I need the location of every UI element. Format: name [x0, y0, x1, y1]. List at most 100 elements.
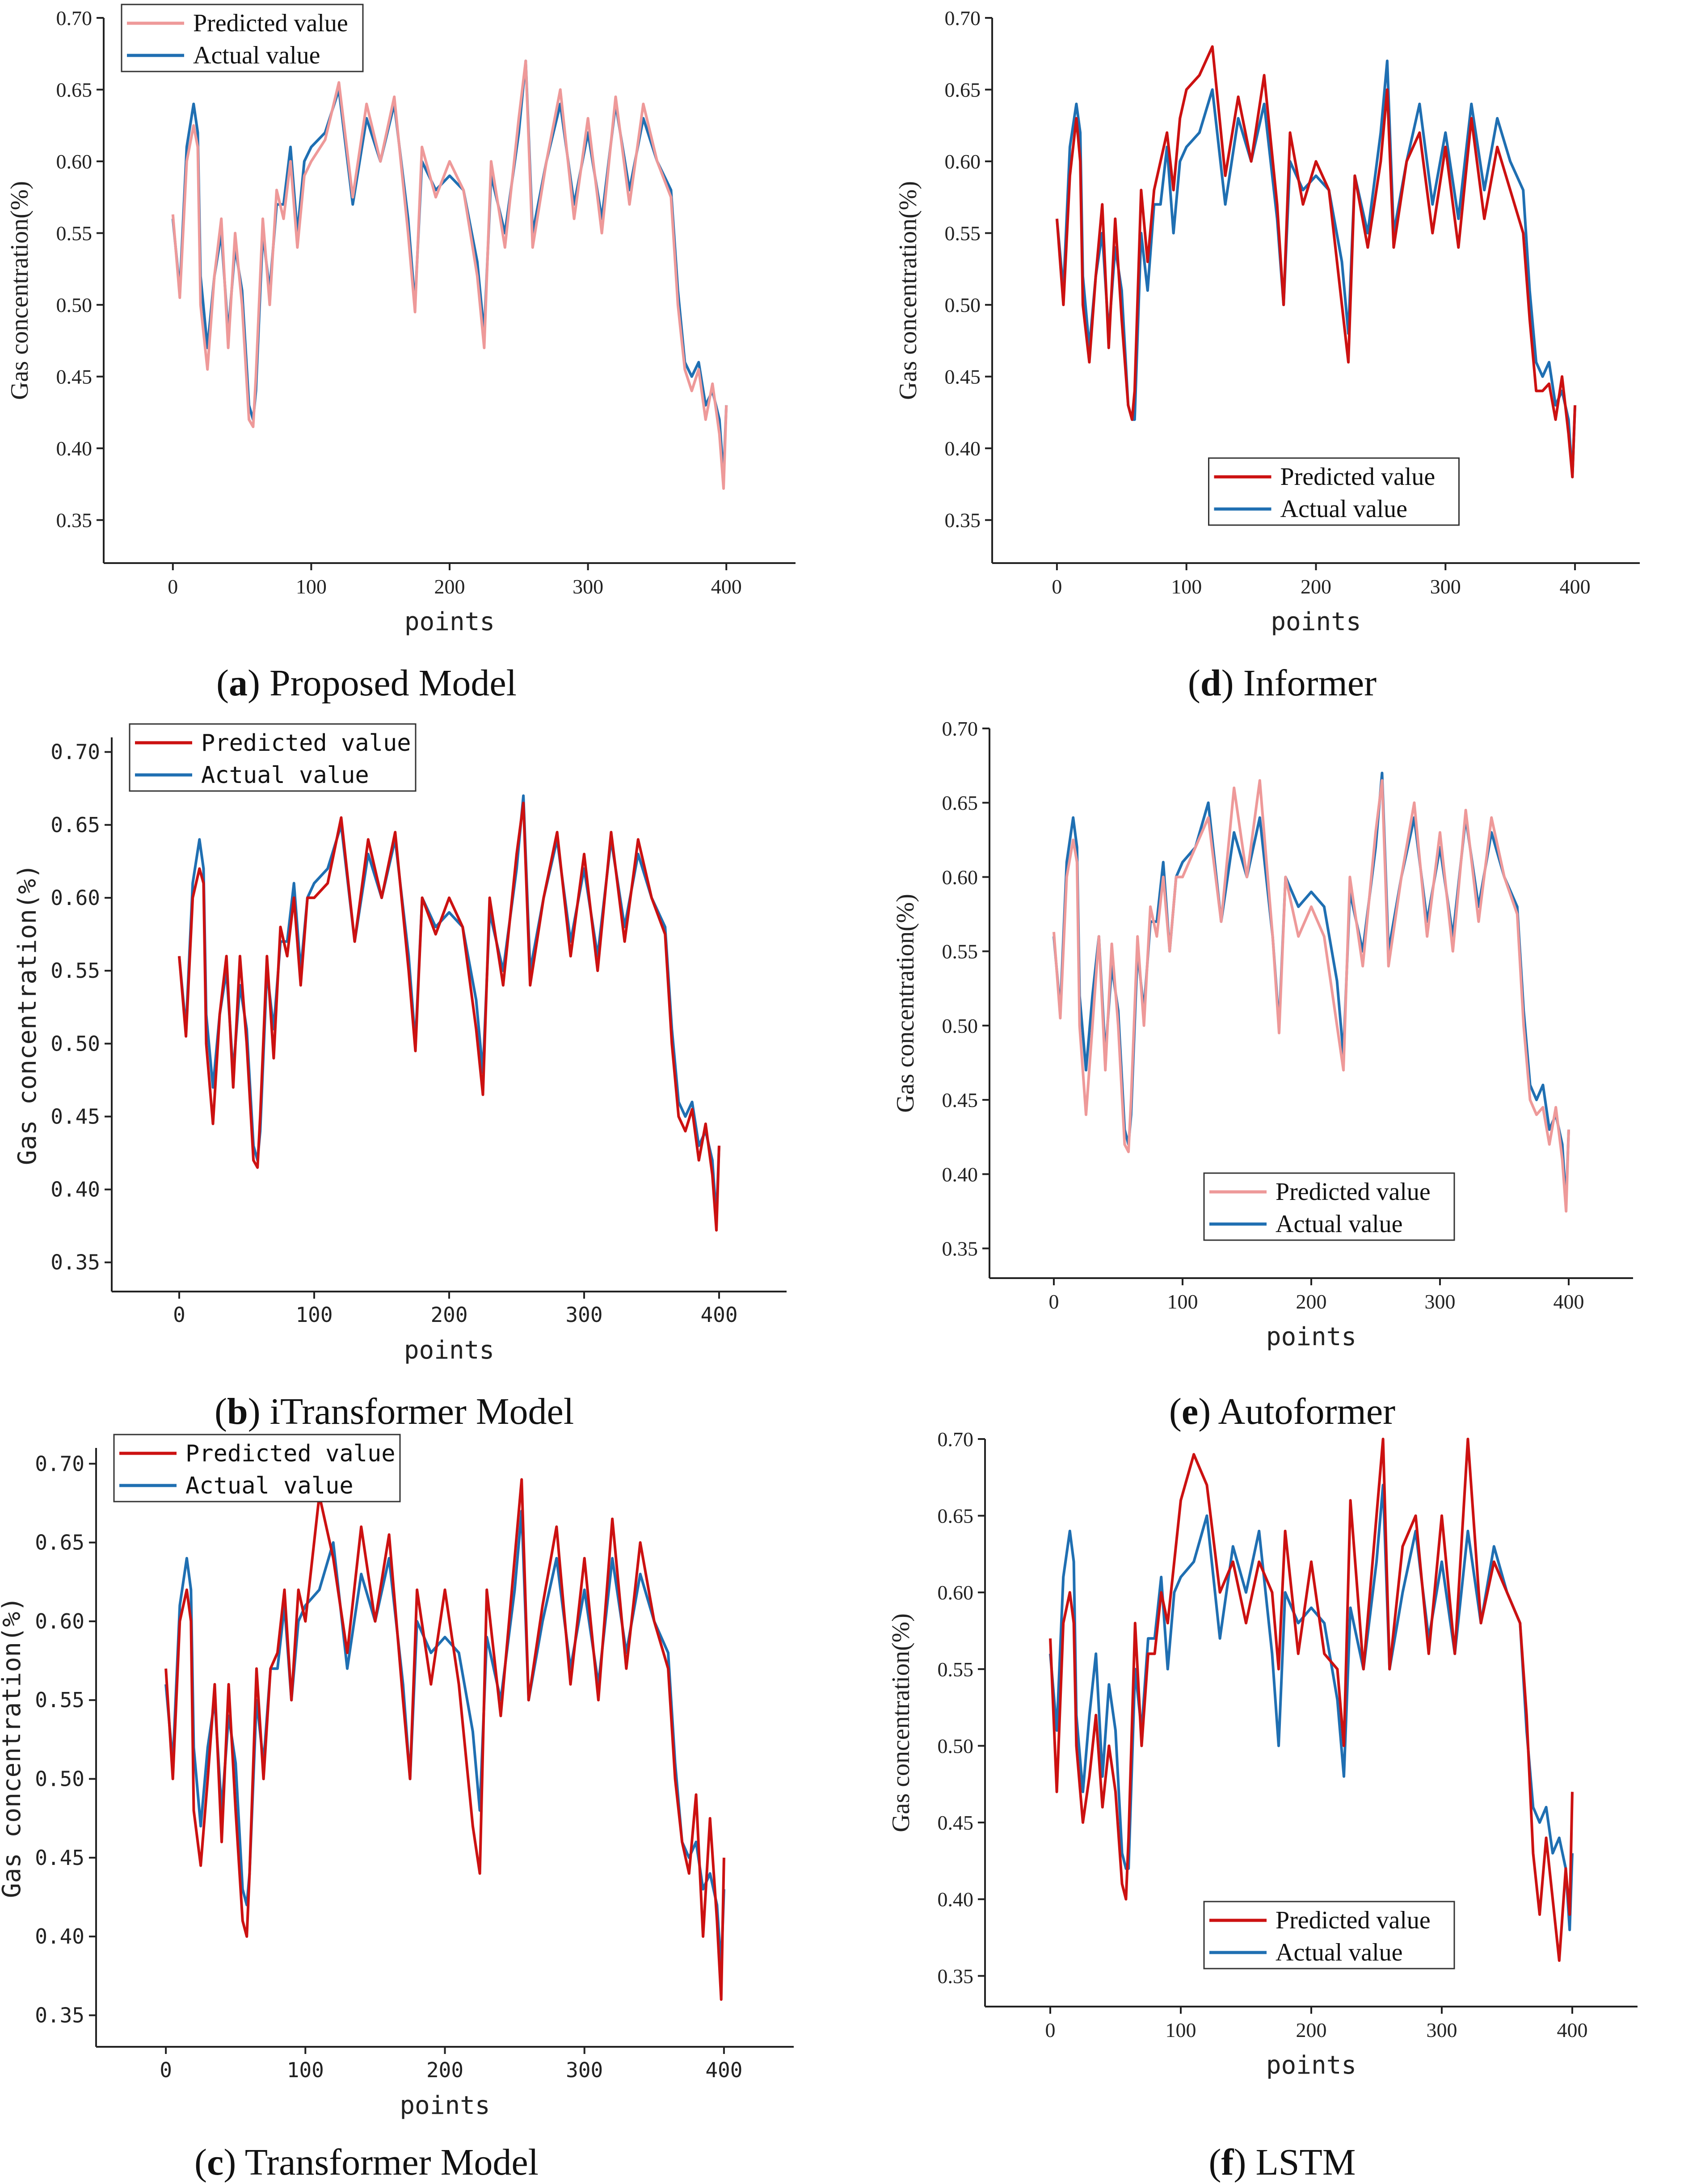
x-tick-label: 100: [1171, 575, 1202, 598]
x-axis-label: points: [1266, 1322, 1356, 1351]
legend-actual-label: Actual value: [1276, 1939, 1403, 1966]
chart-svg-f: 0 100 200 300 400 0.35 0.40 0.45 0.50 0.55 0.60 0.6…: [887, 1428, 1638, 2080]
y-tick-label: 0.40: [56, 437, 93, 460]
y-tick-label: 0.55: [35, 1688, 84, 1712]
x-tick-label: 400: [1557, 2019, 1588, 2041]
y-axis-label: Gas concentration(%): [13, 864, 42, 1165]
chart-panel-e: 0 100 200 300 400 0.35 0.40 0.45 0.50 0.55 0.60 0.6…: [842, 711, 1684, 1432]
y-tick-label: 0.45: [942, 1089, 978, 1111]
x-tick-label: 100: [295, 1303, 333, 1327]
y-tick-label: 0.50: [35, 1767, 84, 1791]
y-tick-label: 0.60: [945, 150, 981, 173]
legend-predicted-label: Predicted value: [1276, 1178, 1431, 1206]
legend-predicted-label: Predicted value: [193, 9, 348, 37]
x-tick-label: 300: [1427, 2019, 1457, 2041]
predicted-series-line: [1052, 779, 1570, 1213]
x-tick-label: 100: [296, 575, 327, 598]
x-tick-label: 300: [1430, 575, 1461, 598]
x-tick-label: 400: [711, 575, 742, 598]
y-tick-label: 0.50: [56, 294, 93, 316]
actual-series-line: [178, 794, 720, 1220]
x-tick-label: 100: [1166, 2019, 1196, 2041]
actual-series-line: [171, 59, 728, 479]
x-tick-label: 400: [705, 2058, 742, 2082]
caption-a: (a) Proposed Model: [216, 662, 517, 704]
x-tick-label: 300: [565, 1303, 602, 1327]
y-tick-label: 0.35: [938, 1965, 974, 1987]
caption-e: (e) Autoformer: [1169, 1391, 1396, 1432]
caption-c: (c) Transformer Model: [194, 2142, 539, 2183]
y-tick-label: 0.65: [51, 813, 100, 837]
y-axis-label: Gas concentration(%): [892, 894, 919, 1113]
x-tick-label: 0: [168, 575, 178, 598]
y-tick-label: 0.55: [56, 222, 93, 245]
predicted-series-line: [178, 801, 720, 1232]
y-tick-label: 0.60: [938, 1581, 974, 1604]
legend-actual-label: Actual value: [193, 42, 320, 69]
y-tick-label: 0.35: [51, 1250, 100, 1275]
y-tick-label: 0.70: [56, 7, 93, 29]
predicted-series-line: [171, 59, 728, 490]
y-tick-label: 0.45: [35, 1846, 84, 1870]
legend-actual-label: Actual value: [185, 1473, 354, 1499]
legend-predicted-label: Predicted value: [1276, 1906, 1431, 1934]
chart-svg-a: 0 100 200 300 400 0.35 0.40 0.45 0.50 0.55 0.60 0.6…: [6, 4, 796, 636]
x-tick-label: 100: [287, 2058, 324, 2082]
y-tick-label: 0.60: [942, 866, 978, 888]
y-tick-label: 0.65: [942, 791, 978, 814]
caption-f: (f) LSTM: [1208, 2142, 1356, 2183]
y-tick-label: 0.35: [56, 509, 93, 532]
y-tick-label: 0.65: [56, 79, 93, 101]
y-tick-label: 0.70: [942, 717, 978, 740]
x-tick-label: 200: [1296, 1290, 1327, 1313]
legend-box: [121, 4, 364, 72]
legend-box: [1203, 1901, 1455, 1969]
x-axis-label: points: [400, 2091, 490, 2120]
y-tick-label: 0.50: [942, 1014, 978, 1037]
x-tick-label: 200: [1296, 2019, 1327, 2041]
y-tick-label: 0.40: [51, 1178, 100, 1202]
x-axis-label: points: [1271, 607, 1361, 636]
y-tick-label: 0.40: [938, 1888, 974, 1911]
chart-panel-b: 0 100 200 300 400 0.35 0.40 0.45 0.50 0.55 0.60 0.6…: [0, 711, 842, 1432]
chart-panel-d: 0 100 200 300 400 0.35 0.40 0.45 0.50 0.55 0.60 0.6…: [842, 0, 1684, 711]
y-tick-label: 0.60: [56, 150, 93, 173]
x-axis-label: points: [404, 1336, 494, 1365]
y-tick-label: 0.55: [945, 222, 981, 245]
x-tick-label: 200: [434, 575, 465, 598]
predicted-series-line: [164, 1478, 725, 2001]
x-tick-label: 200: [426, 2058, 463, 2082]
x-tick-label: 300: [573, 575, 603, 598]
caption-d: (d) Informer: [1187, 662, 1377, 704]
x-axis-label: points: [1266, 2051, 1356, 2080]
legend-actual-label: Actual value: [1280, 495, 1408, 523]
x-tick-label: 0: [173, 1303, 185, 1327]
y-tick-label: 0.40: [35, 1924, 84, 1948]
chart-svg-c: 0 100 200 300 400 0.35 0.40 0.45 0.50 0.55 0.60 0.6…: [0, 1434, 794, 2120]
y-tick-label: 0.45: [56, 366, 93, 388]
chart-svg-b: 0 100 200 300 400 0.35 0.40 0.45 0.50 0.55 0.60 0.6…: [13, 723, 787, 1365]
x-tick-label: 0: [1052, 575, 1062, 598]
chart-svg-d: 0 100 200 300 400 0.35 0.40 0.45 0.50 0.55 0.60 0.6…: [894, 7, 1640, 636]
legend-actual-label: Actual value: [1276, 1210, 1403, 1238]
y-tick-label: 0.65: [945, 79, 981, 101]
chart-svg-e: 0 100 200 300 400 0.35 0.40 0.45 0.50 0.55 0.60 0.6…: [892, 717, 1633, 1351]
y-tick-label: 0.70: [938, 1428, 974, 1451]
chart-panel-c: 0 100 200 300 400 0.35 0.40 0.45 0.50 0.55 0.60 0.6…: [0, 1421, 842, 2183]
x-tick-label: 300: [566, 2058, 603, 2082]
predicted-series-line: [1049, 1438, 1574, 1962]
y-tick-label: 0.50: [945, 294, 981, 316]
predicted-series-line: [1055, 45, 1577, 479]
y-tick-label: 0.65: [35, 1531, 84, 1555]
y-tick-label: 0.35: [942, 1237, 978, 1260]
legend-predicted-label: Predicted value: [185, 1440, 396, 1467]
x-tick-label: 200: [430, 1303, 467, 1327]
y-tick-label: 0.45: [945, 366, 981, 388]
x-tick-label: 0: [160, 2058, 172, 2082]
y-tick-label: 0.40: [945, 437, 981, 460]
y-axis-label: Gas concentration(%): [0, 1597, 26, 1898]
y-tick-label: 0.55: [942, 940, 978, 963]
x-tick-label: 400: [1553, 1290, 1584, 1313]
y-tick-label: 0.65: [938, 1505, 974, 1528]
